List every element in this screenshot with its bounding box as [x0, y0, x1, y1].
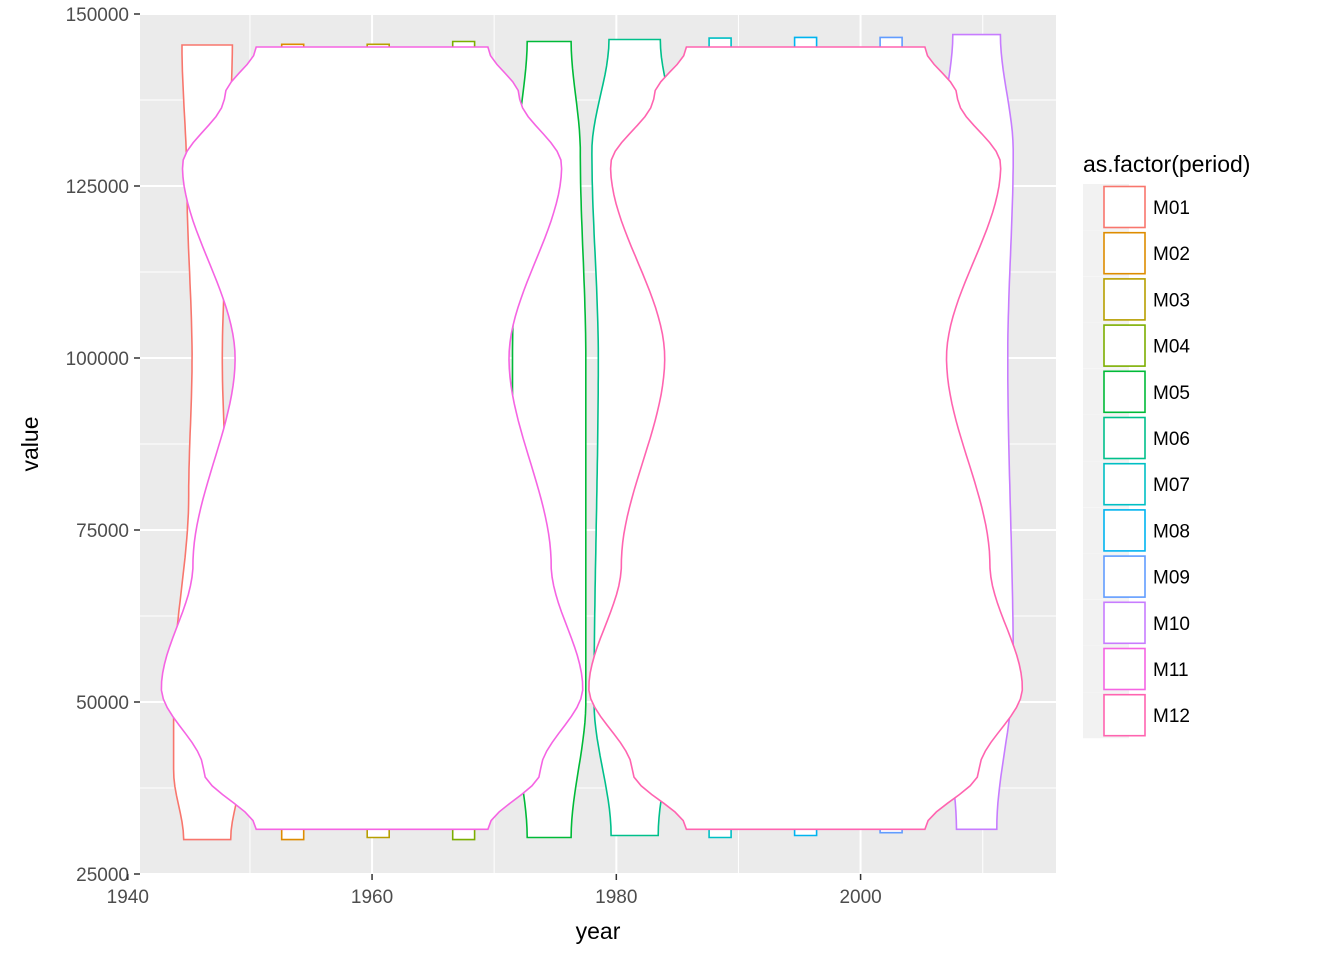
- legend: as.factor(period) M01 M02 M03 M04 M05 M06 M07 M…: [1083, 151, 1250, 739]
- legend-key-m08: [1103, 509, 1146, 552]
- x-tick-label: 1980: [595, 887, 637, 908]
- legend-label-m09: M09: [1153, 568, 1190, 589]
- legend-label-m12: M12: [1153, 706, 1190, 727]
- legend-label-m07: M07: [1153, 475, 1190, 496]
- y-tick-label: 100000: [66, 349, 129, 370]
- legend-key-m03: [1103, 278, 1146, 321]
- x-tick-label: 2000: [839, 887, 881, 908]
- x-tick-label: 1940: [107, 887, 149, 908]
- legend-label-m05: M05: [1153, 383, 1190, 404]
- legend-key-m09: [1103, 555, 1146, 598]
- legend-key-m10: [1103, 601, 1146, 645]
- violins: [160, 33, 1024, 841]
- x-tick-label: 1960: [351, 887, 393, 908]
- legend-title: as.factor(period): [1083, 151, 1250, 177]
- y-tick-label: 50000: [76, 693, 129, 714]
- y-tick-label: 25000: [76, 865, 129, 886]
- legend-key-m05: [1103, 370, 1146, 414]
- legend-label-m03: M03: [1153, 290, 1190, 311]
- legend-key-m07: [1103, 462, 1146, 506]
- x-axis-title: year: [576, 918, 621, 944]
- y-tick-label: 150000: [66, 5, 129, 26]
- legend-key-m04: [1103, 324, 1146, 367]
- y-tick-label: 125000: [66, 177, 129, 198]
- x-axis: 1940 1960 1980 2000: [107, 874, 882, 908]
- legend-key-m02: [1103, 231, 1146, 275]
- legend-key-m12: [1103, 693, 1146, 737]
- legend-key-m06: [1103, 416, 1146, 460]
- violin-m11: [160, 46, 584, 831]
- legend-label-m11: M11: [1153, 660, 1189, 681]
- legend-label-m10: M10: [1153, 614, 1190, 635]
- legend-label-m08: M08: [1153, 521, 1190, 542]
- legend-label-m06: M06: [1153, 429, 1190, 450]
- legend-label-m04: M04: [1153, 337, 1190, 358]
- y-axis: 25000 50000 75000 100000 125000 150000: [66, 5, 140, 886]
- y-tick-label: 75000: [76, 521, 129, 542]
- y-axis-title: value: [17, 417, 43, 472]
- legend-key-m11: [1103, 647, 1146, 691]
- legend-label-m01: M01: [1153, 198, 1190, 219]
- legend-label-m02: M02: [1153, 244, 1190, 265]
- violin-m12: [588, 46, 1024, 831]
- legend-key-m01: [1103, 185, 1146, 229]
